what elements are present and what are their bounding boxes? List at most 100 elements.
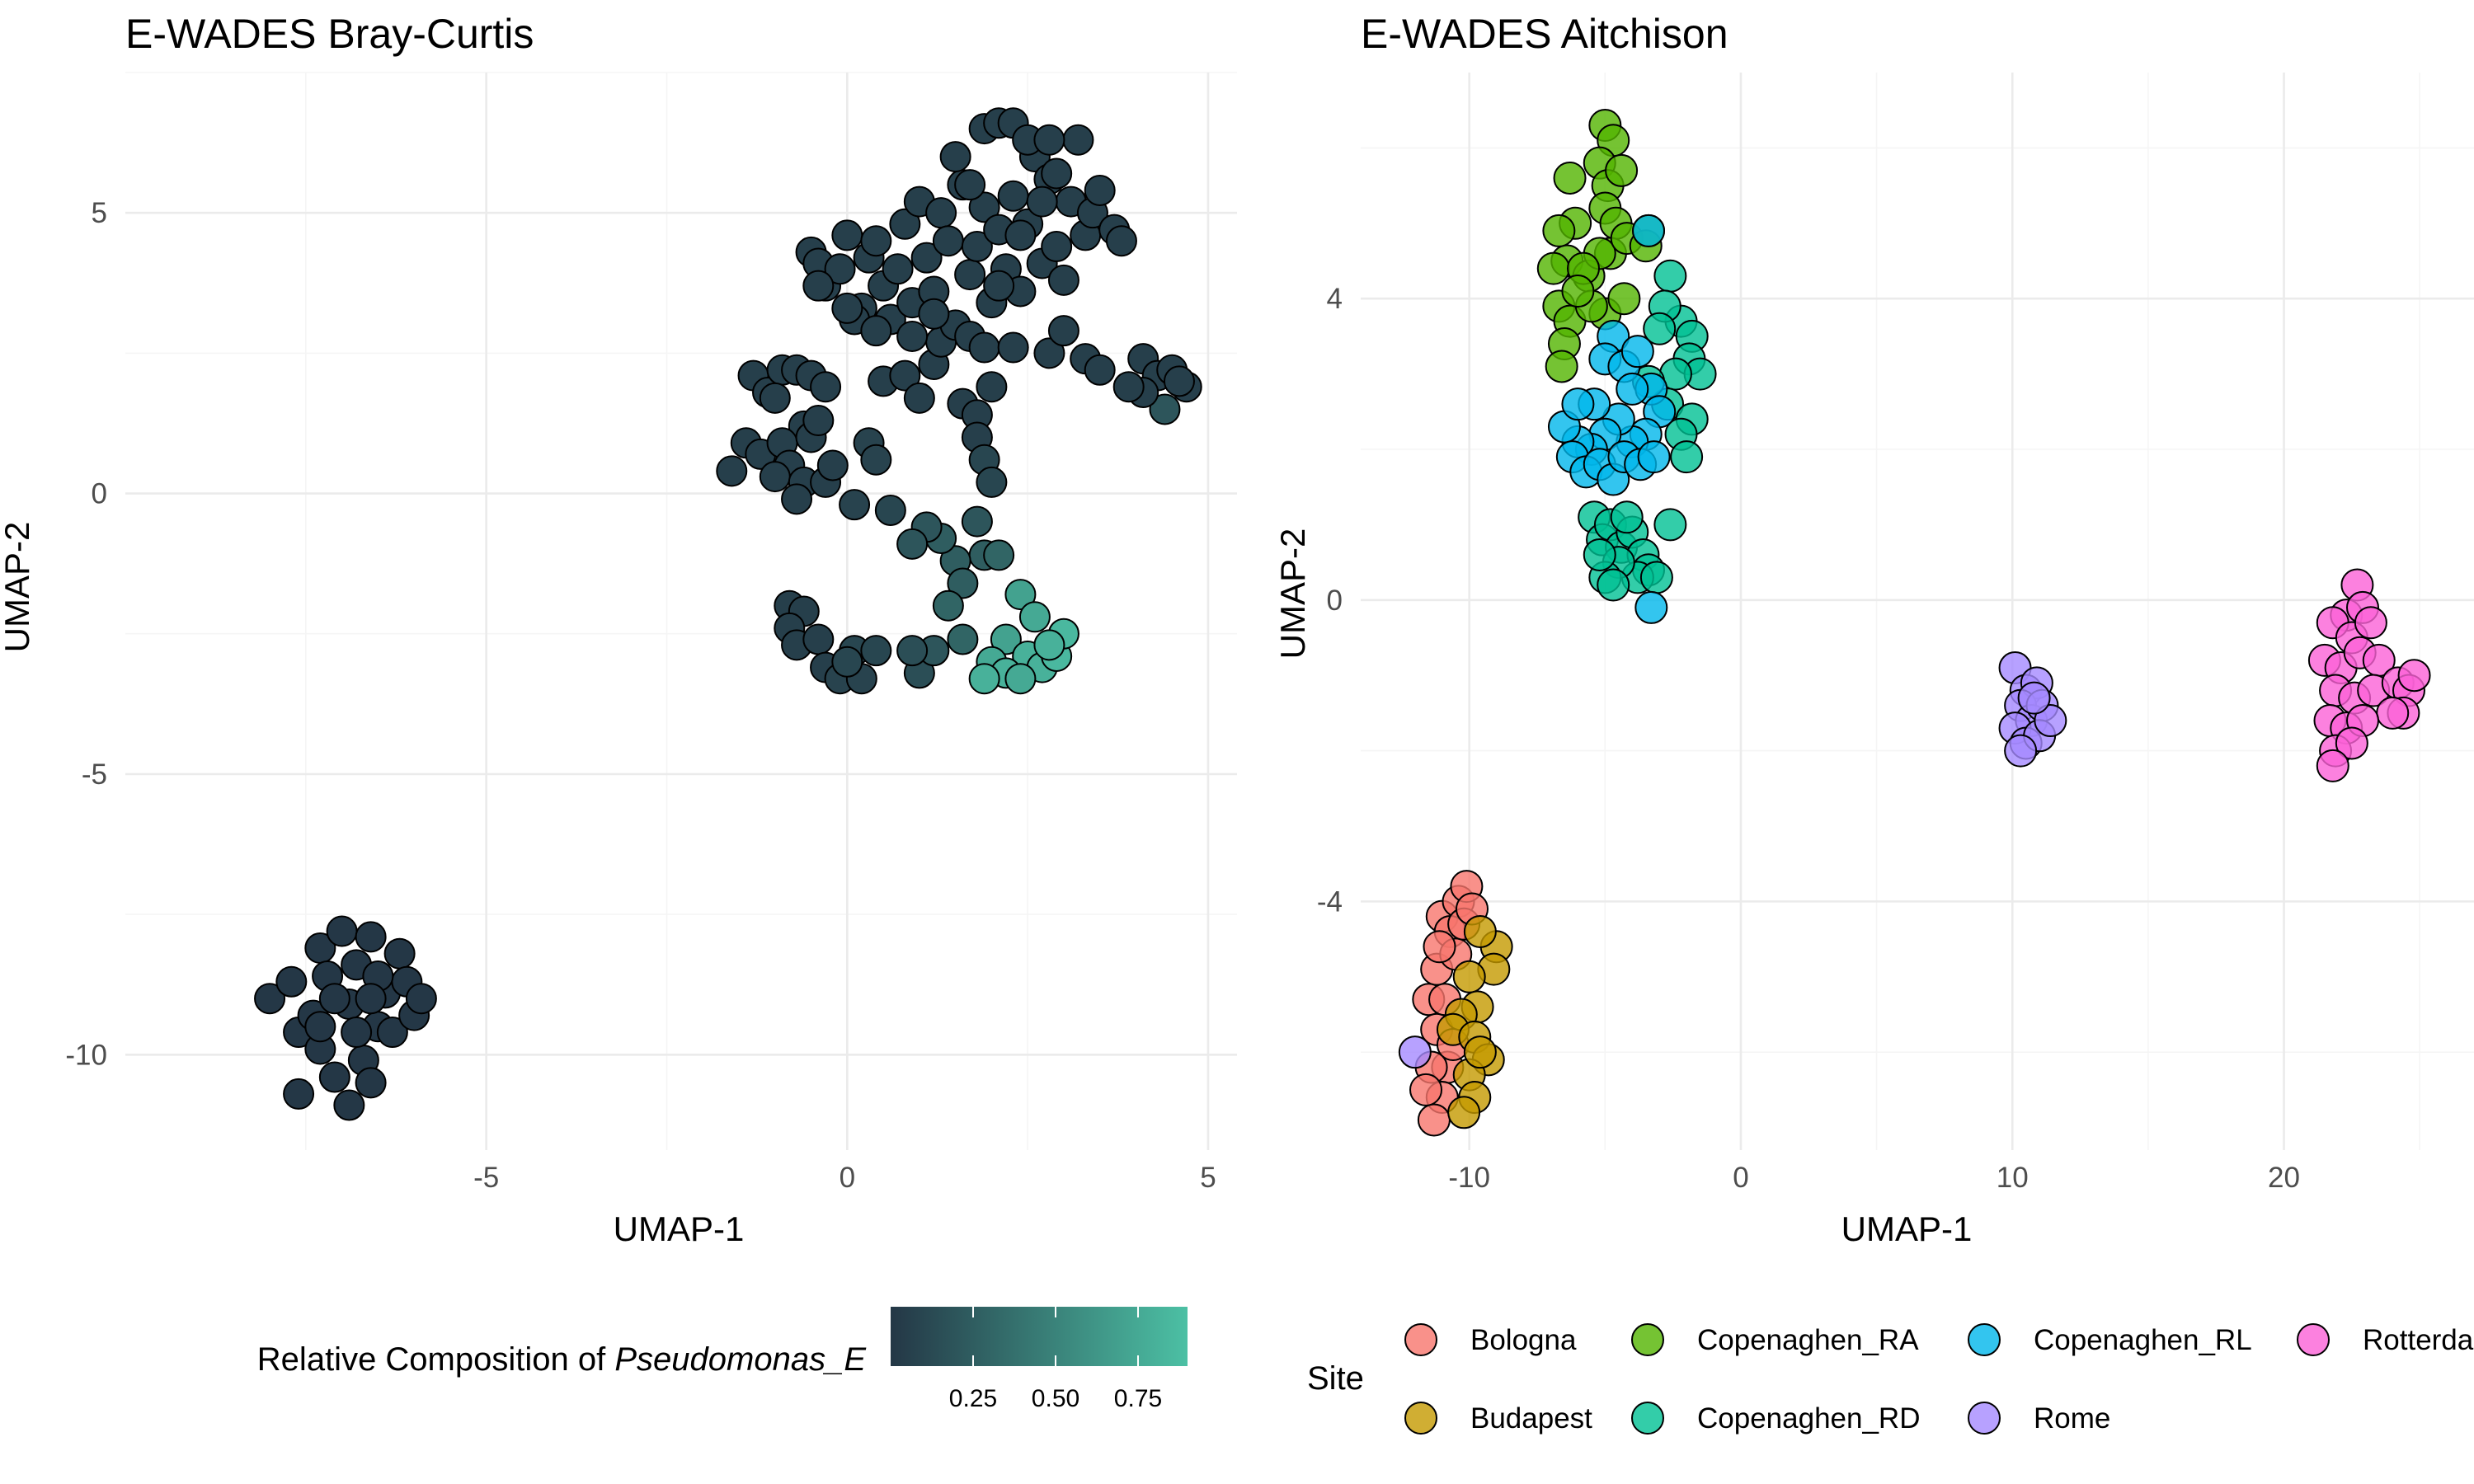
legend-label-copenaghen-rd: Copenaghen_RD [1697, 1402, 1920, 1435]
data-point [1041, 157, 1073, 190]
data-point [932, 225, 964, 257]
colorbar-tick-label: 0.25 [949, 1385, 997, 1412]
data-point [816, 449, 849, 481]
data-point-copenaghen-ra [1553, 161, 1587, 195]
data-point [1033, 629, 1065, 661]
data-point [976, 466, 1008, 498]
legend-key-copenaghen-ra [1631, 1323, 1664, 1356]
data-points [1398, 108, 2431, 1137]
data-point-copenaghen-rd [1639, 561, 1673, 594]
data-point [1084, 174, 1116, 206]
data-point [254, 983, 286, 1015]
data-point [1084, 354, 1116, 386]
y-axis-label: UMAP-2 [0, 522, 36, 653]
data-point [1041, 231, 1073, 263]
data-point [1149, 393, 1181, 425]
data-point [839, 489, 871, 521]
data-point [1004, 219, 1037, 251]
data-point [860, 315, 892, 347]
data-point [1018, 601, 1051, 633]
data-point [910, 242, 943, 274]
legend-key-budapest [1404, 1402, 1437, 1435]
data-point-budapest [1463, 1036, 1497, 1069]
legend-key-rome [1968, 1402, 2001, 1435]
data-point [882, 253, 914, 285]
colorbar-title-prefix: Relative Composition of [257, 1341, 615, 1378]
data-point-rotterdam [2335, 726, 2368, 760]
x-tick-label: -5 [473, 1162, 499, 1194]
data-point [954, 259, 986, 291]
data-point [860, 635, 892, 667]
x-tick-label: 10 [1997, 1162, 2029, 1194]
data-point-rome [1398, 1036, 1432, 1069]
data-point [976, 371, 1008, 403]
data-point [1163, 365, 1195, 397]
data-point [810, 371, 842, 403]
data-point-copenaghen-ra [1607, 282, 1641, 316]
data-point [860, 444, 892, 476]
data-point [860, 225, 892, 257]
panel-aitchison: E-WADES Aitchison -10 0 10 20 -4 0 4 UMAP-1 UM… [1273, 11, 2474, 1248]
data-point [341, 1017, 373, 1049]
data-point [947, 567, 979, 599]
data-points [254, 107, 1202, 1121]
data-point-budapest [1452, 960, 1486, 993]
data-point [275, 965, 308, 998]
data-point [1105, 225, 1137, 257]
colorbar-title-italic: Pseudomonas_E [614, 1341, 867, 1378]
data-point [968, 331, 1000, 364]
data-point [759, 461, 791, 493]
x-axis-label: UMAP-1 [614, 1209, 745, 1248]
data-point [896, 528, 929, 560]
y-tick-label: 0 [92, 478, 107, 510]
panel-bray-curtis: E-WADES Bray-Curtis -5 0 5 -10 -5 0 5 UMAP-1 U… [0, 11, 1237, 1248]
data-point [961, 231, 993, 263]
data-point-rotterdam [2354, 606, 2387, 640]
legend-key-copenaghen-rd [1631, 1402, 1664, 1435]
data-point-copenaghen-rd [1610, 500, 1644, 534]
colorbar-legend: Relative Composition of Pseudomonas_E 0.… [257, 1307, 1188, 1412]
colorbar-tick-label: 0.50 [1032, 1385, 1079, 1412]
data-point-rotterdam [2316, 749, 2349, 782]
y-axis-label: UMAP-2 [1273, 528, 1312, 660]
data-point-bologna [1417, 1103, 1451, 1137]
data-point [333, 1089, 365, 1121]
data-point [759, 382, 791, 414]
data-point [947, 623, 979, 655]
data-point [355, 983, 387, 1015]
data-point [874, 494, 906, 526]
data-point-rotterdam [2397, 659, 2431, 693]
data-point-copenaghen-rd [1643, 312, 1677, 345]
data-point-rome [2034, 704, 2067, 738]
data-point [918, 298, 950, 330]
plot-grid [1361, 73, 2474, 1150]
data-point-bologna [1409, 1073, 1443, 1106]
data-point-copenaghen-rl [1634, 590, 1668, 624]
data-point [889, 208, 921, 240]
data-point-budapest [1463, 914, 1497, 948]
legend-label-copenaghen-rl: Copenaghen_RL [2034, 1324, 2252, 1356]
data-point-copenaghen-ra [1542, 214, 1576, 247]
data-point-copenaghen-ra [1536, 251, 1570, 285]
x-tick-label: 20 [2268, 1162, 2300, 1194]
data-point-copenaghen-rd [1597, 568, 1630, 602]
legend-label-copenaghen-ra: Copenaghen_RA [1697, 1324, 1919, 1356]
y-tick-label: -10 [65, 1039, 107, 1071]
data-point [1033, 124, 1065, 156]
data-point-copenaghen-rd [1670, 440, 1704, 474]
data-point-copenaghen-ra [1561, 275, 1595, 308]
data-point [1026, 186, 1058, 218]
data-point-copenaghen-rd [1583, 538, 1616, 571]
data-point [983, 270, 1015, 302]
data-point [903, 382, 935, 414]
data-point-copenaghen-rd [1653, 259, 1687, 293]
data-point [961, 505, 993, 538]
data-point [932, 589, 964, 622]
data-point [1047, 264, 1079, 296]
data-point [318, 983, 350, 1015]
y-tick-label: -5 [82, 758, 107, 791]
data-point [283, 1078, 315, 1110]
legend-key-bologna [1404, 1323, 1437, 1356]
colorbar-title: Relative Composition of Pseudomonas_E [257, 1341, 868, 1378]
